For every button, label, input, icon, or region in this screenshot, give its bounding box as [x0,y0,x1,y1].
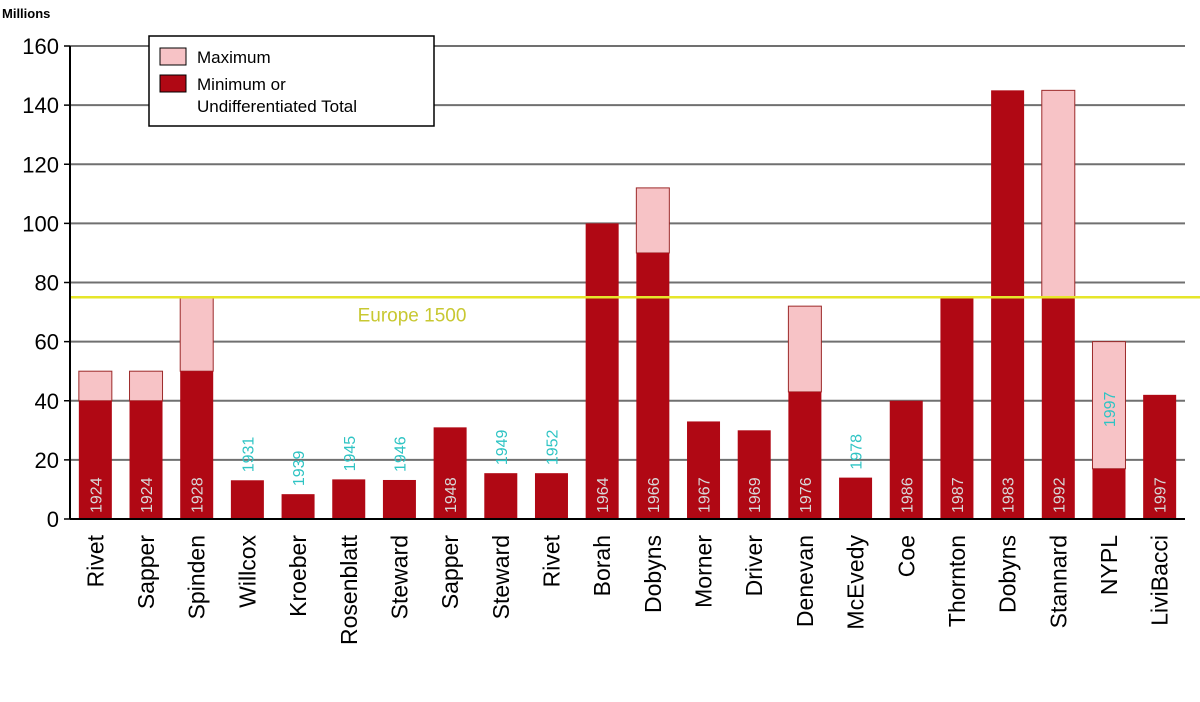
bar-year-label: 1964 [595,477,612,513]
legend-label-maximum: Maximum [197,48,271,67]
bar-year-label: 1939 [291,450,308,486]
x-category-label: Dobyns [995,535,1021,613]
x-category-label: Morner [691,535,717,608]
reference-line-label: Europe 1500 [358,305,467,326]
bar-year-label: 1949 [494,429,511,465]
bar-year-label: 1992 [1051,477,1068,513]
bar-year-label: 1969 [747,477,764,513]
y-tick-label: 60 [35,330,59,355]
bar-minimum [839,477,873,519]
bar-minimum [1092,468,1126,519]
bar-minimum [991,90,1025,519]
y-tick-label: 80 [35,271,59,296]
bar-year-label: 1924 [88,477,105,513]
bar-year-label: 1987 [950,477,967,513]
bar-maximum [1091,341,1126,470]
axes [69,46,1185,520]
bar-minimum [332,479,366,519]
bar-minimum [484,473,518,519]
x-category-label: Borah [589,535,615,596]
x-category-label: Steward [386,535,412,619]
y-tick-label: 140 [22,93,59,118]
bar-year-label: 1952 [544,429,561,465]
bar-minimum [1041,297,1075,519]
x-category-label: Stannard [1045,535,1071,628]
bar-minimum [788,391,822,519]
bar-minimum [230,480,264,519]
bar-year-label: 1967 [697,477,714,513]
legend-swatch-minimum [159,74,187,93]
bar-minimum [433,427,467,519]
bar-maximum [179,296,214,372]
bar-minimum [534,473,568,519]
x-axis-labels: Rivet Sapper Spinden Willcox Kroeber Rosenbla… [82,534,1172,645]
bar-year-label: 1946 [392,436,409,472]
legend-swatch-maximum [159,47,187,66]
bar-minimum [281,494,315,519]
bar-minimum [78,400,112,519]
bar-year-label: 1978 [849,434,866,470]
x-category-label: Dobyns [640,535,666,613]
bar-year-label: 1983 [1001,477,1018,513]
x-category-label: Spinden [184,535,210,619]
x-category-label: Kroeber [285,535,311,617]
y-tick-label: 40 [35,389,59,414]
x-category-label: Denevan [792,535,818,627]
x-category-label: LiviBacci [1147,535,1173,626]
bar-year-label: 1966 [646,477,663,513]
bar-maximum [129,370,164,402]
x-category-label: Rivet [82,534,108,587]
x-category-label: Coe [893,535,919,577]
bar-minimum [382,479,416,519]
x-category-label: Steward [488,535,514,619]
y-tick-label: 160 [22,34,59,59]
legend-box [148,35,435,127]
x-category-label: Thornton [944,535,970,627]
bar-year-label: 1986 [899,477,916,513]
bar-minimum [889,400,923,519]
bar-minimum [687,421,721,519]
bar-maximum [78,370,113,402]
x-category-label: Sapper [133,535,159,610]
legend: Maximum Minimum or Undifferentiated Total [148,35,435,127]
y-tick-label: 0 [47,507,59,532]
bar-year-label: 1948 [443,477,460,513]
x-category-label: Rivet [538,534,564,587]
x-category-label: Driver [741,535,767,597]
bars: 1924 1924 1928 1931 1939 1945 1946 1948 1949 1952… [78,89,1177,519]
bar-minimum [129,400,163,519]
x-category-label: Sapper [437,535,463,610]
bar-year-label: 1997 [1102,391,1119,427]
bar-maximum [1041,89,1076,298]
bar-year-label: 1931 [240,437,257,473]
bar-maximum [635,187,670,254]
x-category-label: McEvedy [843,535,869,630]
bar-maximum [787,305,822,393]
y-axis-ticks: 0 20 40 60 80 100 120 140 160 [22,34,70,532]
y-tick-label: 100 [22,211,59,236]
bar-minimum [585,223,619,519]
y-axis-units: Millions [2,6,50,21]
x-category-label: Willcox [234,535,260,608]
bar-year-label: 1997 [1153,477,1170,513]
x-category-label: Rosenblatt [336,534,362,645]
bar-year-label: 1924 [139,477,156,513]
y-tick-label: 120 [22,152,59,177]
x-category-label: NYPL [1096,535,1122,595]
bar-minimum [1143,394,1177,519]
bar-year-label: 1945 [342,436,359,472]
bar-minimum [737,430,771,519]
bar-minimum [180,371,214,519]
y-tick-label: 20 [35,448,59,473]
legend-label-minimum: Minimum or Undifferentiated Total [197,75,357,116]
bar-year-label: 1928 [190,477,207,513]
bar-minimum [940,297,974,519]
bar-year-label: 1976 [798,477,815,513]
europe-reference: Europe 1500 [70,296,1200,326]
